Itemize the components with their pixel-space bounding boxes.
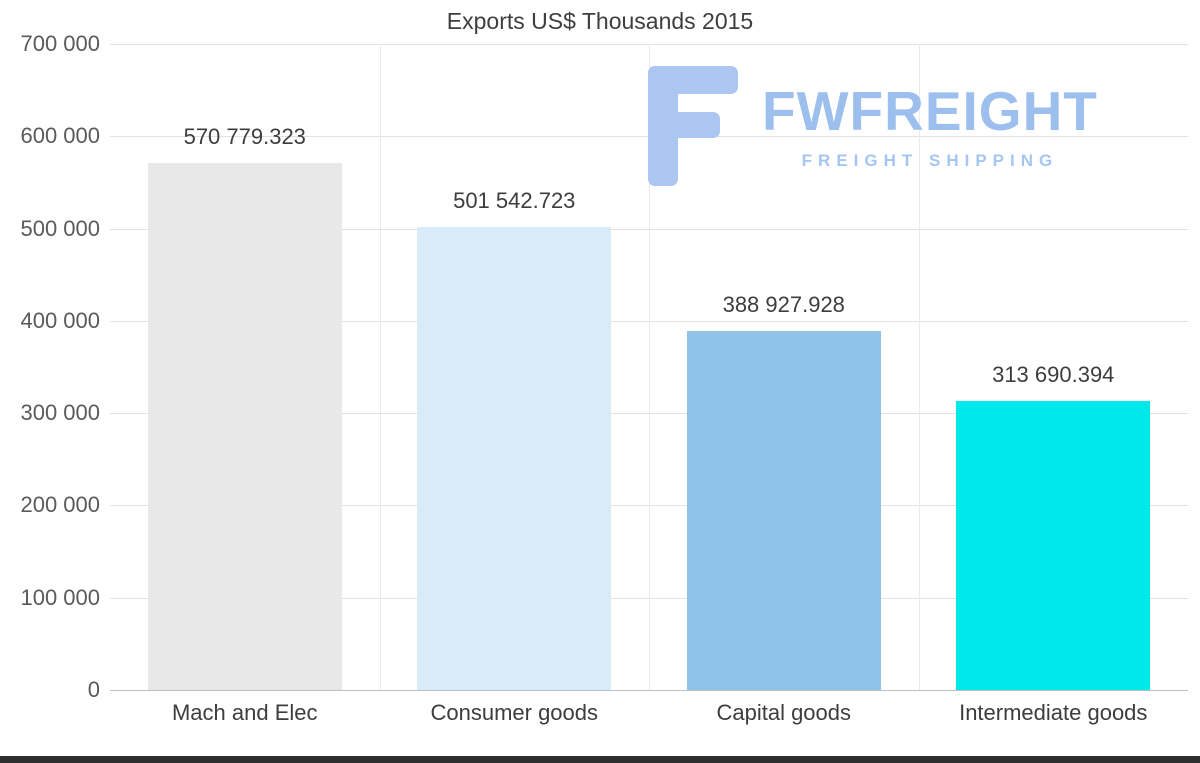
bar-band: 313 690.394 [919,44,1189,690]
bar [147,163,342,690]
bar [956,400,1151,690]
y-tick-label: 200 000 [20,492,100,518]
chart-title: Exports US$ Thousands 2015 [446,8,754,34]
bar [417,227,612,690]
y-tick-label: 100 000 [20,584,100,610]
gridline-vertical [649,44,650,690]
bar-value-label: 501 542.723 [453,188,576,214]
bars-container: 570 779.323 501 542.723 388 927.928 313 690… [110,44,1188,690]
bar-value-label: 388 927.928 [722,292,845,318]
bottom-bar [0,756,1200,763]
x-axis-labels: Mach and Elec Consumer goods Capital goods… [110,700,1188,726]
bar-band: 570 779.323 [110,44,380,690]
x-category-label: Consumer goods [430,700,599,725]
x-category-label: Mach and Elec [171,700,318,725]
bar-band: 501 542.723 [380,44,650,690]
bar-band: 388 927.928 [649,44,919,690]
plot-area: FWFREIGHT FREIGHT SHIPPING 570 779.323 50… [110,44,1188,691]
y-axis-labels: 700 000 600 000 500 000 400 000 300 000 200 0… [0,31,100,702]
bar [686,331,881,690]
bar-value-label: 570 779.323 [183,124,306,150]
y-tick-label: 0 [87,677,100,702]
x-category-label: Intermediate goods [959,700,1148,725]
y-tick-label: 400 000 [20,307,100,333]
y-tick-label: 600 000 [20,123,100,149]
x-category-label: Capital goods [716,700,852,725]
y-tick-label: 300 000 [20,400,100,426]
gridline-vertical [379,44,381,690]
y-tick-label: 700 000 [20,31,100,56]
bar-value-label: 313 690.394 [992,361,1115,387]
vertical-gridlines [110,44,1188,690]
y-tick-label: 500 000 [20,215,100,241]
gridline-horizontal [110,690,1188,691]
gridline-vertical [918,44,920,690]
